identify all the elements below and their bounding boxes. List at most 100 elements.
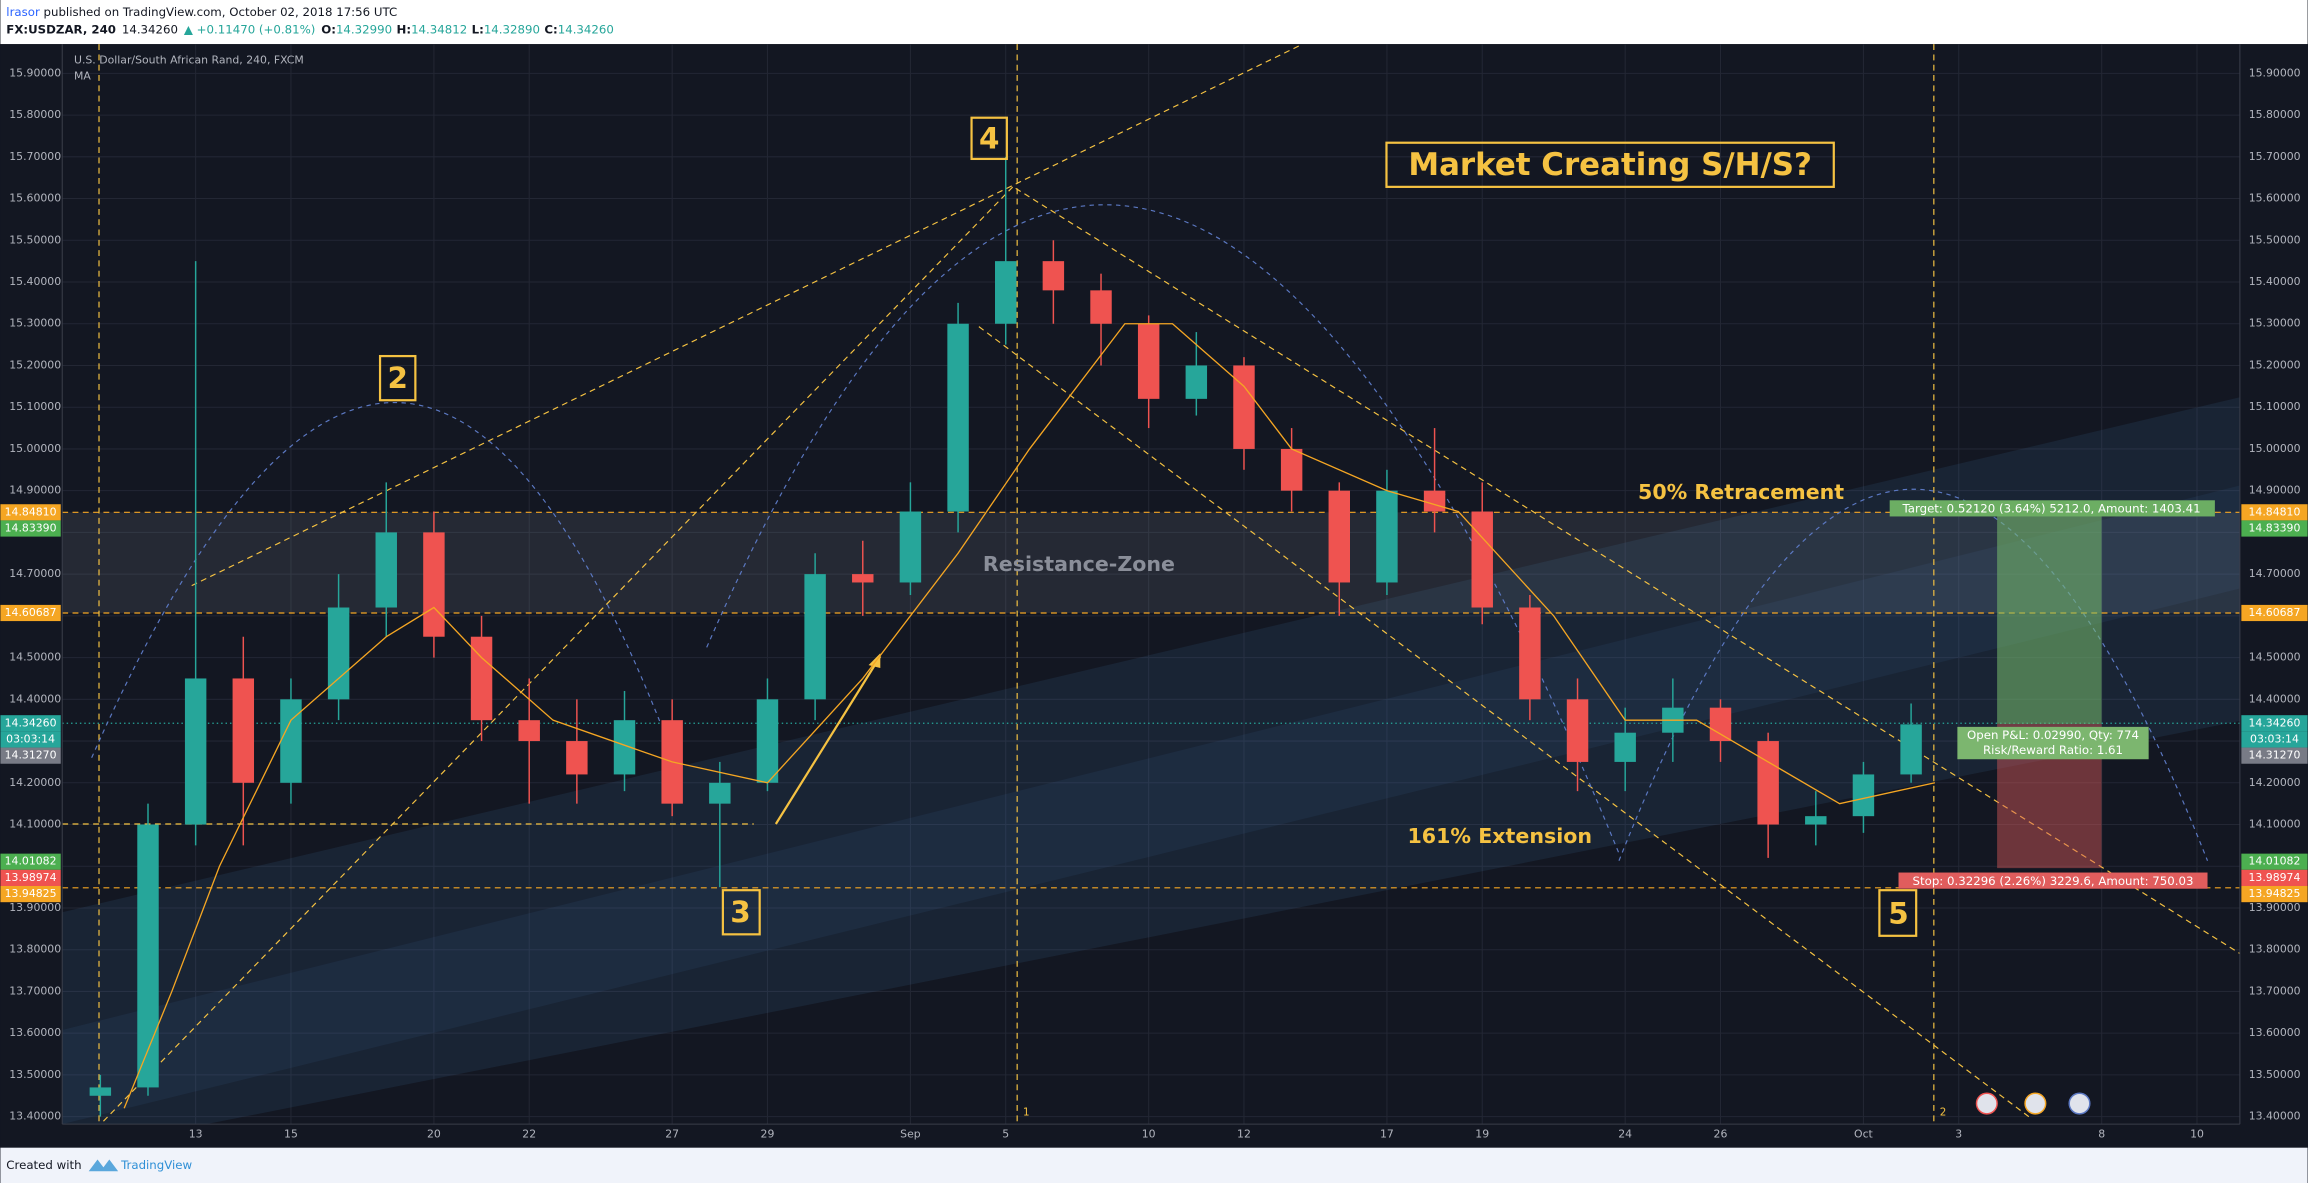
author[interactable]: lrasor: [6, 4, 40, 18]
headline-box: [1385, 141, 1835, 188]
price-label-box: [0, 869, 61, 887]
y-tick-label: 15.30000: [9, 317, 61, 330]
ohlc-label: H:: [397, 22, 412, 36]
price-label: 14.84810: [2249, 505, 2301, 518]
y-tick-label: 13.90000: [2249, 901, 2301, 914]
x-tick-label: 13: [189, 1127, 203, 1140]
candle-body: [566, 741, 588, 775]
event-icon[interactable]: [1975, 1092, 1998, 1115]
candle-body: [184, 678, 207, 825]
logo: [88, 1159, 119, 1172]
y-tick-label: 13.70000: [2249, 984, 2301, 997]
price-label: 14.83390: [2249, 522, 2301, 535]
price-label-box: [0, 731, 61, 748]
candle-body: [1042, 261, 1065, 291]
footer-brand[interactable]: TradingView: [120, 1158, 192, 1172]
y-tick-label: 14.10000: [2249, 818, 2301, 831]
trend-line: [103, 183, 1017, 1122]
price-label-box: [0, 715, 61, 732]
event-icon[interactable]: [2068, 1092, 2091, 1115]
y-tick-label: 15.50000: [9, 233, 61, 246]
pnl-text: Open P&L: 0.02990, Qty: 774: [1967, 728, 2139, 742]
candle-body: [1614, 732, 1636, 762]
candle-body: [232, 678, 255, 783]
price-label: 14.01082: [5, 855, 57, 868]
candle-body: [327, 607, 350, 700]
zone-label: Resistance-Zone: [983, 552, 1175, 576]
y-tick-label: 14.50000: [2249, 651, 2301, 664]
candle-body: [280, 699, 302, 783]
candle-body: [756, 699, 779, 783]
price-label-box: [2241, 853, 2308, 870]
x-tick-label: 12: [1237, 1127, 1251, 1140]
arc: [1618, 488, 2209, 861]
y-tick-label: 13.80000: [2249, 943, 2301, 956]
y-tick-label: 13.40000: [9, 1110, 61, 1123]
arcs: [91, 204, 2209, 861]
candle-body: [1376, 490, 1398, 583]
symbol-line: FX:USDZAR, 240 14.34260 ▲ +0.11470 (+0.81%…: [6, 22, 614, 36]
y-tick-label: 15.20000: [9, 358, 61, 371]
y-tick-label: 14.10000: [9, 818, 61, 831]
candle-body: [1137, 323, 1160, 399]
trend-line: [978, 326, 2032, 1119]
price-label: 14.60687: [2249, 606, 2301, 619]
candle-body: [1185, 365, 1208, 399]
chart-title: U.S. Dollar/South African Rand, 240, FXC…: [74, 53, 304, 66]
wave-box: [378, 354, 417, 402]
candle-body: [89, 1087, 112, 1096]
x-tick-label: 29: [761, 1127, 775, 1140]
x-tick-label: 15: [284, 1127, 298, 1140]
y-tick-label: 15.70000: [2249, 150, 2301, 163]
x-tick-label: 3: [1955, 1127, 1962, 1140]
channel: [62, 485, 2240, 1125]
candle-body: [1233, 365, 1255, 449]
price-label: 14.31270: [5, 749, 57, 762]
price-label-box: [0, 604, 61, 622]
plot: [89, 156, 1936, 1117]
y-tick-label: 15.60000: [2249, 192, 2301, 205]
footer-bar: [0, 1147, 2308, 1183]
marker-label: 1: [1023, 1106, 1030, 1118]
y-tick-label: 13.80000: [9, 943, 61, 956]
footer-text: Created with: [6, 1158, 81, 1172]
wave-label: 2: [387, 361, 407, 395]
x-tick-label: Oct: [1854, 1127, 1873, 1140]
ohlc-value: 14.34260: [558, 22, 614, 36]
y-tick-label: 15.00000: [2249, 442, 2301, 455]
candle-body: [899, 511, 922, 583]
y-tick-label: 13.60000: [9, 1026, 61, 1039]
headline: Market Creating S/H/S?: [1408, 147, 1812, 183]
y-tick-label: 14.20000: [9, 776, 61, 789]
ohlc-label: C:: [544, 22, 557, 36]
x-tick-label: 27: [665, 1127, 679, 1140]
candle-body: [1709, 707, 1732, 742]
candle-body: [1328, 490, 1351, 583]
y-tick-label: 15.30000: [2249, 317, 2301, 330]
price-label: 03:03:14: [2250, 732, 2299, 745]
x-tick-label: 26: [1714, 1127, 1728, 1140]
y-tick-label: 14.70000: [2249, 567, 2301, 580]
wave-box: [721, 889, 761, 936]
candle-body: [1757, 741, 1779, 825]
price-label: 13.94825: [2249, 887, 2301, 900]
price-label-box: [2241, 886, 2308, 903]
price-label: 13.98974: [5, 871, 57, 884]
price-label-box: [0, 520, 61, 537]
stop-box: [1898, 872, 2208, 889]
y-tick-label: 13.70000: [9, 984, 61, 997]
candle-body: [613, 720, 636, 775]
price-label-box: [2241, 604, 2308, 622]
y-tick-label: 15.60000: [9, 192, 61, 205]
ohlc-value: 14.34812: [411, 22, 467, 36]
y-tick-label: 13.60000: [2249, 1026, 2301, 1039]
candle-body: [947, 323, 969, 512]
candle-body: [1566, 699, 1589, 762]
axes: 13.40000 13.40000 13.50000 13.50000 13.60000…: [0, 44, 2308, 1140]
symbol: FX:USDZAR, 240: [6, 22, 116, 36]
retracement-label: 50% Retracement: [1638, 480, 1844, 504]
candle-body: [375, 532, 397, 608]
target-text: Target: 0.52120 (3.64%) 5212.0, Amount: …: [1902, 502, 2201, 516]
event-icon[interactable]: [2024, 1092, 2047, 1115]
target-zone: [1997, 512, 2102, 724]
